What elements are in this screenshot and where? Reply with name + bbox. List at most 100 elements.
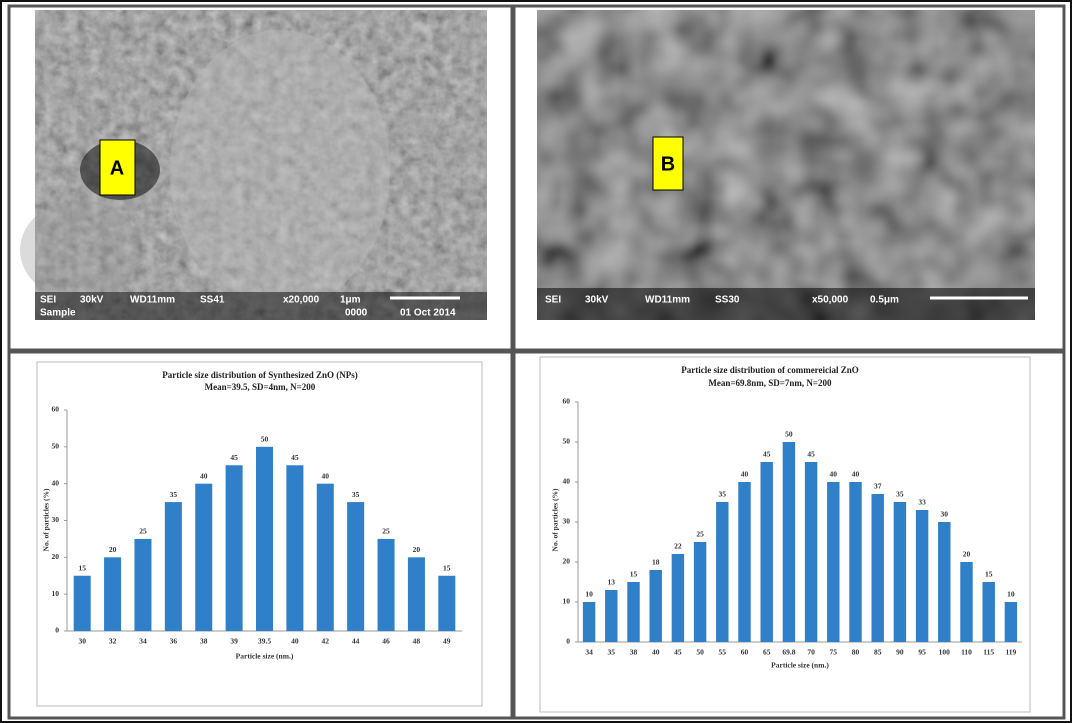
y-tick-label: 40: [563, 477, 571, 486]
x-tick-label: 80: [852, 648, 860, 657]
data-label: 15: [443, 563, 451, 572]
data-label: 25: [696, 530, 704, 539]
x-tick-label: 119: [1005, 648, 1016, 657]
sem-info: x50,000: [812, 295, 849, 306]
chart-title: Particle size distribution of Synthesize…: [162, 370, 358, 380]
data-label: 30: [941, 510, 949, 519]
y-tick-label: 30: [52, 515, 60, 524]
bar: [938, 522, 951, 642]
data-label: 40: [200, 471, 208, 480]
bar: [73, 575, 91, 631]
data-label: 20: [109, 545, 117, 554]
x-tick-label: 34: [139, 637, 147, 646]
bar: [255, 446, 274, 631]
x-tick-label: 115: [983, 648, 994, 657]
y-tick-label: 10: [52, 589, 60, 598]
sem-info: SS30: [715, 295, 740, 306]
bar: [377, 538, 395, 631]
bar: [849, 482, 862, 642]
data-label: 18: [652, 558, 660, 567]
sem-info: SEI: [40, 295, 56, 306]
sem-info: SEI: [545, 295, 561, 306]
x-axis-label: Particle size (nm.): [236, 652, 294, 661]
bar: [438, 575, 456, 631]
bar: [649, 570, 662, 642]
data-label: 40: [830, 470, 838, 479]
x-tick-label: 42: [322, 637, 330, 646]
data-label: 25: [139, 527, 147, 536]
data-label: 15: [78, 563, 86, 572]
bar: [347, 502, 365, 631]
x-tick-label: 110: [961, 648, 972, 657]
data-label: 45: [230, 453, 238, 462]
y-tick-label: 0: [55, 626, 59, 635]
y-tick-label: 20: [563, 557, 571, 566]
y-axis-label: No. of particles (%): [551, 488, 560, 551]
x-tick-label: 60: [741, 648, 749, 657]
x-tick-label: 48: [413, 637, 421, 646]
y-tick-label: 60: [563, 397, 571, 406]
data-label: 50: [785, 430, 793, 439]
bar: [960, 562, 973, 642]
data-label: 25: [382, 527, 390, 536]
y-tick-label: 0: [566, 637, 570, 646]
bar: [804, 462, 818, 642]
y-tick-label: 50: [563, 437, 571, 446]
bar: [286, 465, 304, 631]
x-tick-label: 65: [763, 648, 771, 657]
data-label: 37: [874, 482, 882, 491]
y-tick-label: 10: [563, 597, 571, 606]
sem-info: x20,000: [283, 295, 320, 306]
data-label: 35: [719, 490, 727, 499]
x-tick-label: 45: [674, 648, 682, 657]
chart-title: Particle size distribution of commereici…: [681, 365, 859, 375]
x-tick-label: 69.8: [782, 648, 795, 657]
x-tick-label: 55: [719, 648, 727, 657]
data-label: 35: [352, 490, 360, 499]
data-label: 22: [674, 542, 682, 551]
sem-info: WD11mm: [130, 295, 175, 306]
x-axis-label: Particle size (nm.): [771, 661, 829, 670]
data-label: 20: [963, 550, 971, 559]
y-tick-label: 30: [563, 517, 571, 526]
x-tick-label: 75: [830, 648, 838, 657]
bar: [627, 582, 640, 642]
bar: [871, 494, 884, 642]
data-label: 40: [322, 471, 330, 480]
data-label: 40: [852, 470, 860, 479]
bar: [1004, 602, 1018, 642]
y-tick-label: 20: [52, 552, 60, 561]
bar: [582, 602, 596, 642]
x-tick-label: 90: [896, 648, 904, 657]
bar: [134, 538, 152, 631]
x-tick-label: 39.5: [258, 637, 271, 646]
x-tick-label: 39: [230, 637, 238, 646]
data-label: 40: [741, 470, 749, 479]
chart-subtitle: Mean=69.8nm, SD=7nm, N=200: [708, 378, 832, 388]
bar: [693, 542, 707, 642]
x-tick-label: 46: [382, 637, 390, 646]
data-label: 13: [608, 578, 616, 587]
x-tick-label: 30: [78, 637, 86, 646]
y-tick-label: 40: [52, 478, 60, 487]
x-tick-label: 40: [652, 648, 660, 657]
sem-info: Sample: [40, 308, 76, 319]
y-axis-label: No. of particles (%): [42, 488, 51, 551]
sem-info: 0000: [345, 308, 368, 319]
sem-info: 0.5μm: [870, 295, 899, 306]
bar: [104, 557, 122, 631]
data-label: 10: [585, 590, 593, 599]
data-label: 45: [763, 450, 771, 459]
y-tick-label: 60: [52, 405, 60, 414]
bar: [316, 483, 334, 631]
data-label: 15: [985, 570, 993, 579]
data-label: 10: [1007, 590, 1015, 599]
sem-info: WD11mm: [645, 295, 690, 306]
bar: [605, 590, 618, 642]
sem-info: SS41: [200, 295, 225, 306]
bar: [982, 582, 995, 642]
sem-image: B SEI 30kV WD11mm SS30 x50,000 0.5μm: [537, 10, 1035, 320]
bar: [915, 510, 929, 642]
data-label: 45: [291, 453, 299, 462]
